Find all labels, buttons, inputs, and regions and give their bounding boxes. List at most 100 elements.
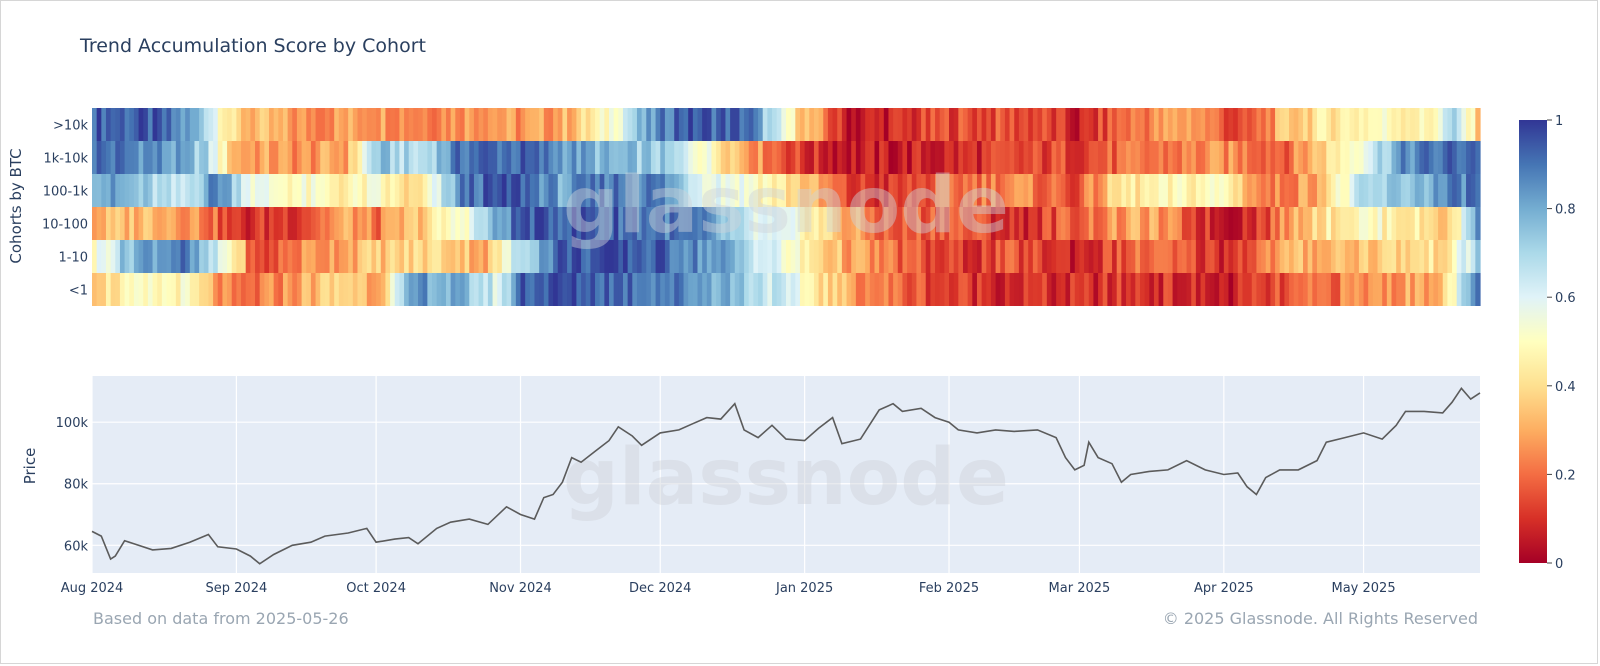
heatmap-cell [581,108,587,141]
heatmap-cell [753,108,759,141]
heatmap-cell [227,240,233,273]
heatmap-cell [1354,273,1360,306]
heatmap-cell [450,240,456,273]
heatmap-cell [1070,174,1076,207]
heatmap-cell [1126,240,1132,273]
heatmap-cell [1335,240,1341,273]
heatmap-cell [1107,108,1113,141]
heatmap-cell [1377,108,1383,141]
heatmap-cell [287,141,293,174]
heatmap-cell [664,240,671,273]
heatmap-cell [706,240,713,273]
heatmap-cell [222,174,228,207]
heatmap-cell [282,207,289,240]
heatmap-cell [334,207,340,240]
cohort-label: 100-1k [43,185,89,200]
heatmap-cell [1084,108,1090,141]
heatmap-cell [776,108,782,141]
heatmap-cell [660,240,666,273]
heatmap-cell [543,108,550,141]
heatmap-cell [813,141,820,174]
heatmap-cell [1289,141,1295,174]
heatmap-cell [641,207,647,240]
heatmap-cell [1410,240,1416,273]
heatmap-cell [96,273,102,306]
heatmap-cell [259,108,265,141]
heatmap-cell [390,240,396,273]
heatmap-cell [539,273,545,306]
heatmap-cell [567,174,573,207]
heatmap-cell [688,174,694,207]
heatmap-cell [921,108,927,141]
heatmap-cell [1042,240,1048,273]
heatmap-cell [795,174,801,207]
heatmap-cell [1321,108,1327,141]
heatmap-cell [217,141,224,174]
heatmap-cell [273,141,279,174]
heatmap-cell [268,273,275,306]
heatmap-cell [385,174,391,207]
heatmap-cell [1405,108,1411,141]
heatmap-cell [287,240,293,273]
heatmap-cell [1233,240,1239,273]
heatmap-cell [809,240,815,273]
heatmap-cell [1163,207,1169,240]
heatmap-cell [1344,240,1351,273]
heatmap-cell [124,174,130,207]
heatmap-cell [646,207,652,240]
heatmap-cell [478,240,484,273]
heatmap-cell [264,207,270,240]
heatmap-cell [1354,207,1360,240]
heatmap-cell [1098,141,1104,174]
heatmap-cell [366,240,373,273]
heatmap-cell [273,240,279,273]
heatmap-cell [664,108,671,141]
heatmap-cell [166,141,172,174]
heatmap-cell [567,141,573,174]
heatmap-cell [1051,174,1057,207]
heatmap-cell [576,108,582,141]
heatmap-cell [1410,207,1416,240]
heatmap-cell [893,108,899,141]
heatmap-cell [1442,273,1448,306]
heatmap-cell [1139,240,1146,273]
heatmap-cell [1042,207,1048,240]
heatmap-cell [515,141,522,174]
heatmap-cell [660,273,666,306]
heatmap-cell [823,273,829,306]
heatmap-cell [208,273,214,306]
heatmap-cell [613,141,619,174]
heatmap-cell [818,207,824,240]
heatmap-cell [1251,207,1258,240]
heatmap-cell [697,174,703,207]
heatmap-cell [199,174,205,207]
heatmap-cell [432,240,438,273]
heatmap-cell [1060,273,1067,306]
heatmap-cell [1405,207,1411,240]
heatmap-cell [320,207,326,240]
heatmap-cell [464,207,470,240]
heatmap-cell [105,174,112,207]
heatmap-cell [222,141,228,174]
heatmap-cell [581,240,587,273]
heatmap-cell [1335,273,1341,306]
heatmap-cell [976,273,983,306]
heatmap-cell [557,108,564,141]
heatmap-cell [753,141,759,174]
heatmap-cell [366,141,373,174]
heatmap-cell [157,141,163,174]
heatmap-cell [231,141,237,174]
heatmap-cell [678,207,685,240]
heatmap-cell [1396,108,1402,141]
heatmap-cell [1177,174,1183,207]
heatmap-cell [1293,108,1299,141]
heatmap-cell [1088,141,1095,174]
heatmap-cell [1163,240,1169,273]
heatmap-cell [394,240,401,273]
heatmap-cell [1088,108,1095,141]
heatmap-cell [1307,174,1313,207]
heatmap-cell [268,174,275,207]
heatmap-cell [1456,108,1462,141]
heatmap-cell [935,141,941,174]
heatmap-cell [944,240,950,273]
